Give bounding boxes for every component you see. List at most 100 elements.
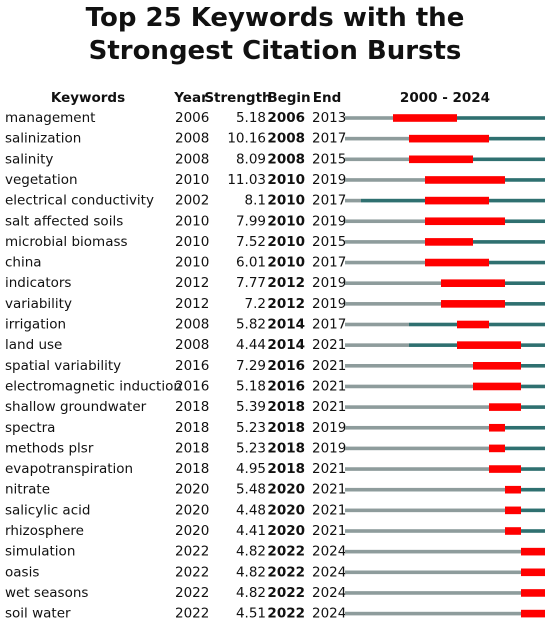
strength: 7.2 <box>245 296 266 312</box>
year: 2008 <box>175 151 209 167</box>
strength: 11.03 <box>227 172 266 188</box>
end: 2017 <box>312 193 346 209</box>
begin: 2014 <box>267 317 305 333</box>
keyword: variability <box>5 296 72 312</box>
year: 2006 <box>175 110 209 126</box>
end: 2024 <box>312 606 346 622</box>
year: 2022 <box>175 544 209 560</box>
keyword: electromagnetic induction <box>5 378 182 394</box>
keyword: salicylic acid <box>5 502 90 518</box>
before-segment <box>345 322 409 327</box>
keyword: soil water <box>5 606 71 622</box>
begin: 2022 <box>267 585 305 601</box>
strength: 4.95 <box>236 461 266 477</box>
burst-bar <box>489 423 505 432</box>
burst-bar <box>505 485 521 494</box>
begin: 2012 <box>267 296 305 312</box>
keyword: land use <box>5 337 62 353</box>
burst-bar <box>441 279 505 287</box>
chart-title: Top 25 Keywords with the Strongest Citat… <box>85 3 465 66</box>
burst-bar <box>505 506 521 515</box>
after-segment <box>425 240 545 244</box>
strength: 10.16 <box>227 131 266 147</box>
before-segment <box>345 157 409 162</box>
end: 2021 <box>312 502 346 518</box>
strength: 4.82 <box>236 544 266 560</box>
strength: 4.82 <box>236 585 266 601</box>
end: 2015 <box>312 151 346 167</box>
strength: 8.09 <box>236 151 266 167</box>
begin: 2016 <box>267 358 305 374</box>
strength: 5.23 <box>236 420 266 436</box>
year: 2020 <box>175 502 209 518</box>
begin: 2008 <box>267 151 305 167</box>
strength: 6.01 <box>236 255 266 271</box>
burst-bar <box>473 382 521 391</box>
burst-bar <box>441 300 505 308</box>
year: 2010 <box>175 213 209 229</box>
end: 2017 <box>312 317 346 333</box>
keyword: salinity <box>5 151 53 167</box>
end: 2021 <box>312 461 346 477</box>
keyword: evapotranspiration <box>5 461 133 477</box>
end: 2021 <box>312 523 346 539</box>
strength: 7.29 <box>236 358 266 374</box>
begin: 2020 <box>267 502 305 518</box>
keyword: simulation <box>5 544 75 560</box>
after-segment <box>489 425 545 430</box>
end: 2024 <box>312 544 346 560</box>
end: 2021 <box>312 482 346 498</box>
burst-bar <box>409 134 489 143</box>
begin: 2018 <box>267 399 305 415</box>
begin: 2008 <box>267 131 305 147</box>
begin: 2022 <box>267 544 305 560</box>
before-segment <box>345 343 409 347</box>
before-segment <box>345 405 489 409</box>
end: 2021 <box>312 378 346 394</box>
keyword: vegetation <box>5 172 78 188</box>
burst-bar <box>489 465 521 473</box>
before-segment <box>345 198 361 203</box>
keyword: china <box>5 255 42 271</box>
before-segment <box>345 508 505 513</box>
before-segment <box>345 611 521 616</box>
begin: 2010 <box>267 255 305 271</box>
strength: 5.18 <box>236 378 266 394</box>
end: 2024 <box>312 564 346 580</box>
burst-bar <box>521 547 545 556</box>
header: Strength <box>204 90 271 106</box>
after-segment <box>505 508 545 513</box>
before-segment <box>345 116 393 120</box>
strength: 5.39 <box>236 399 266 415</box>
year: 2008 <box>175 317 209 333</box>
begin: 2012 <box>267 275 305 291</box>
keyword: microbial biomass <box>5 234 128 250</box>
begin: 2018 <box>267 461 305 477</box>
keyword: electrical conductivity <box>5 193 154 209</box>
begin: 2010 <box>267 213 305 229</box>
keyword: indicators <box>5 275 71 291</box>
before-segment <box>345 219 425 224</box>
year: 2010 <box>175 172 209 188</box>
before-segment <box>345 384 473 389</box>
burst-bar <box>505 527 521 535</box>
after-segment <box>505 529 545 533</box>
keyword: rhizosphere <box>5 523 84 539</box>
before-segment <box>345 570 521 575</box>
begin: 2010 <box>267 172 305 188</box>
keyword: management <box>5 110 95 126</box>
year: 2010 <box>175 255 209 271</box>
header: Begin <box>267 90 310 106</box>
begin: 2006 <box>267 110 305 126</box>
before-segment <box>345 260 425 265</box>
end: 2017 <box>312 255 346 271</box>
end: 2021 <box>312 358 346 374</box>
end: 2017 <box>312 131 346 147</box>
burst-bar <box>521 589 545 597</box>
burst-bar <box>409 155 473 164</box>
burst-bar <box>425 238 473 246</box>
end: 2019 <box>312 420 346 436</box>
burst-bar <box>521 568 545 577</box>
begin: 2014 <box>267 337 305 353</box>
